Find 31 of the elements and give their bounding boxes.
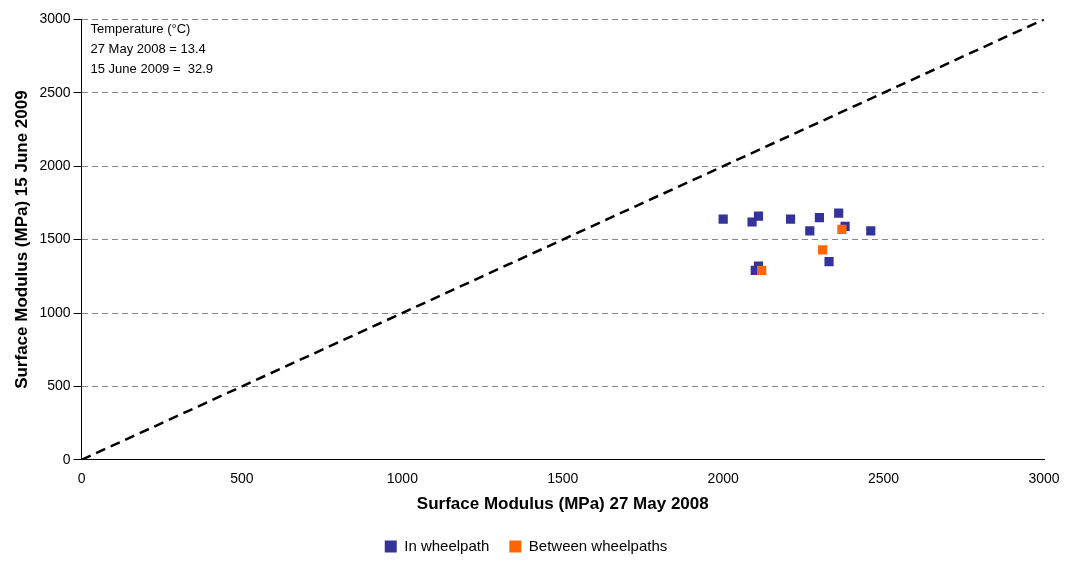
point [747, 217, 757, 227]
y-tick-label: 3000 [39, 10, 71, 27]
point [757, 265, 767, 276]
point [866, 226, 876, 236]
y-tick-label: 500 [47, 377, 71, 394]
x-tick-label: 2500 [868, 470, 900, 487]
x-axis-title: Surface Modulus (MPa) 27 May 2008 [416, 494, 709, 514]
annotation: Temperature (°C) [90, 21, 191, 37]
y-tick-label: 2500 [39, 83, 71, 100]
legend-label: Between wheelpaths [528, 536, 668, 554]
point [805, 226, 815, 236]
point [834, 208, 844, 218]
point [718, 214, 728, 224]
x-tick-label: 0 [77, 470, 86, 487]
point [814, 212, 825, 223]
x-tick-label: 1500 [547, 470, 579, 487]
x-tick-label: 1000 [386, 470, 419, 487]
x-tick-label: 3000 [1028, 470, 1060, 487]
y-tick-label: 1000 [39, 303, 71, 320]
x-tick-label: 2000 [707, 470, 739, 487]
annotation: 27 May 2008 = 13.4 [90, 41, 206, 57]
point [785, 214, 796, 224]
y-axis-title: Surface Modulus (MPa) 15 June 2009 [11, 90, 31, 389]
legend-label: In wheelpath [404, 536, 490, 554]
point [818, 245, 828, 255]
annotation: 15 June 2009 = 32.9 [90, 61, 214, 77]
x-tick-label: 500 [230, 470, 254, 487]
y-tick-label: 2000 [39, 157, 71, 174]
y-tick-label: 1500 [39, 230, 71, 247]
point [824, 257, 834, 267]
y-tick-label: 0 [62, 450, 71, 467]
